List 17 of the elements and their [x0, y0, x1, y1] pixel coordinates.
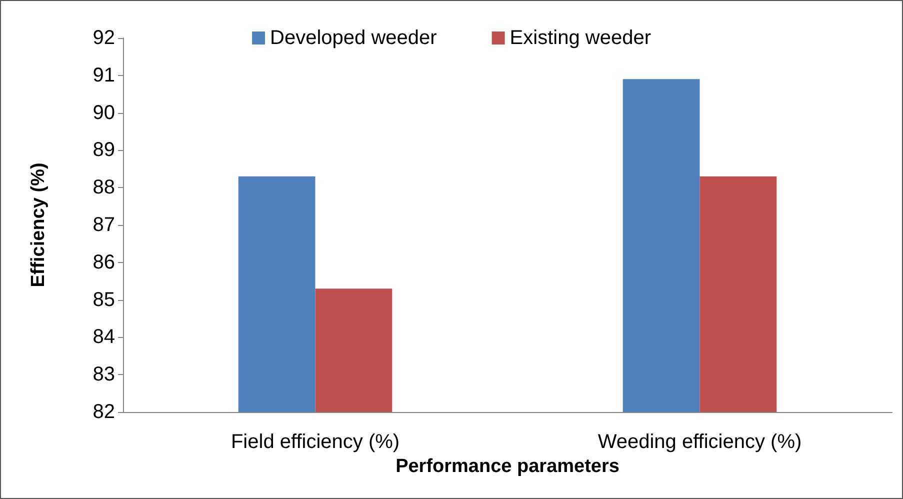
y-tick-label: 82	[92, 401, 115, 423]
legend-label: Developed weeder	[270, 27, 438, 49]
x-axis-title: Performance parameters	[396, 456, 620, 477]
legend-label: Existing weeder	[510, 27, 652, 49]
y-tick-label: 90	[92, 102, 115, 124]
y-tick-label: 85	[92, 288, 115, 311]
y-tick-label: 91	[92, 64, 115, 86]
x-tick-label: Field efficiency (%)	[230, 431, 400, 453]
y-tick-label: 87	[92, 214, 115, 236]
y-tick-label: 83	[92, 364, 115, 386]
y-tick-label: 86	[92, 251, 115, 274]
y-tick-label: 88	[92, 176, 115, 199]
y-tick-label: 92	[92, 27, 115, 49]
y-tick-label: 84	[92, 326, 115, 348]
y-axis-title: Efficiency (%)	[28, 162, 49, 288]
x-tick-label: Weeding efficiency (%)	[598, 431, 802, 453]
y-tick-label: 89	[92, 139, 115, 162]
